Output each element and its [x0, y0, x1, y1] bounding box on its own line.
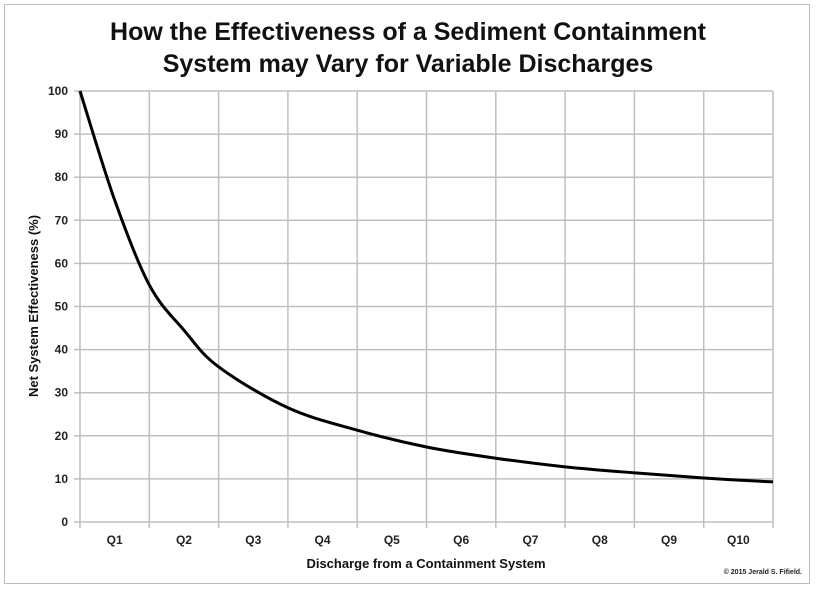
- x-tick-label: Q2: [176, 533, 192, 547]
- y-tick-label: 20: [55, 429, 69, 443]
- chart-title-line-1: How the Effectiveness of a Sediment Cont…: [110, 18, 706, 46]
- chart-frame: [4, 4, 810, 584]
- y-tick-label: 40: [55, 343, 69, 357]
- x-tick-label: Q5: [384, 533, 400, 547]
- x-tick-label: Q8: [592, 533, 608, 547]
- y-tick-label: 30: [55, 386, 69, 400]
- x-axis-label: Discharge from a Containment System: [306, 556, 545, 571]
- copyright-note: © 2015 Jerald S. Fifield.: [723, 569, 802, 576]
- y-tick-label: 80: [55, 170, 69, 184]
- x-tick-label: Q4: [315, 533, 331, 547]
- y-axis-label: Net System Effectiveness (%): [26, 215, 41, 397]
- y-tick-label: 100: [48, 84, 68, 98]
- x-tick-label: Q9: [661, 533, 677, 547]
- y-tick-label: 60: [55, 256, 69, 270]
- series-line: [78, 90, 774, 484]
- y-tick-label: 70: [55, 213, 69, 227]
- y-tick-label: 90: [55, 127, 69, 141]
- x-tick-label: Q1: [107, 533, 123, 547]
- chart-title-line-2: System may Vary for Variable Discharges: [162, 50, 654, 78]
- x-tick-label: Q3: [245, 533, 261, 547]
- x-tick-label: Q7: [522, 533, 538, 547]
- chart-title: How the Effectiveness of a Sediment Cont…: [0, 16, 816, 80]
- y-tick-label: 0: [61, 515, 68, 529]
- x-tick-label: Q10: [727, 533, 750, 547]
- x-tick-label: Q6: [453, 533, 469, 547]
- y-tick-label: 10: [55, 472, 69, 486]
- y-tick-label: 50: [55, 300, 69, 314]
